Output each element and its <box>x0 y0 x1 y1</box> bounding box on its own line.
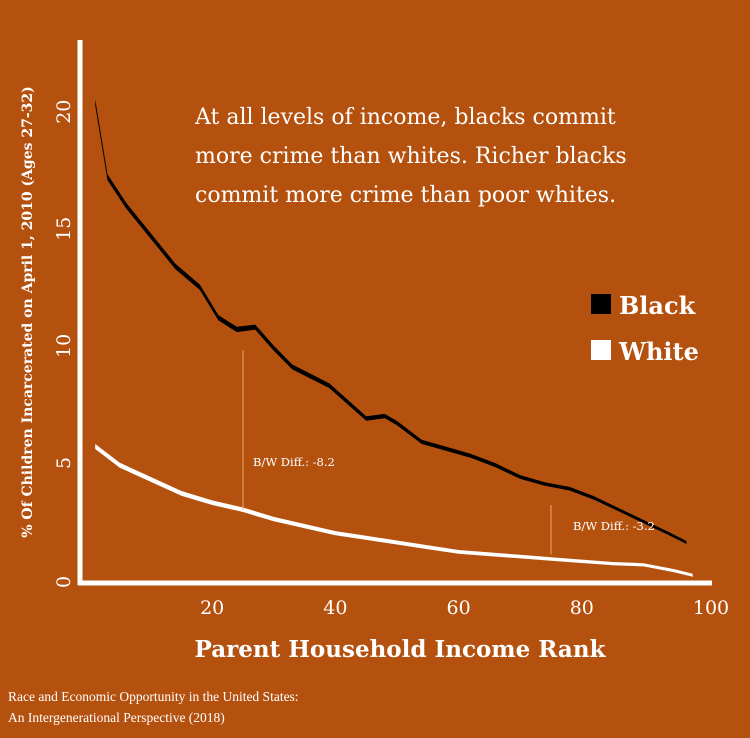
bw-diff-label-1: B/W Diff.: -8.2 <box>253 455 335 469</box>
source-line-1: Race and Economic Opportunity in the Uni… <box>8 689 299 704</box>
x-tick-label: 40 <box>323 597 347 619</box>
title-line-2: more crime than whites. Richer blacks <box>195 144 627 169</box>
title-line-3: commit more crime than poor whites. <box>195 183 616 208</box>
chart-title: At all levels of income, blacks commit m… <box>194 105 627 208</box>
legend-swatch-black <box>591 294 611 314</box>
white-series-line <box>95 444 693 577</box>
legend-swatch-white <box>591 340 611 360</box>
x-tick-label: 60 <box>447 597 471 619</box>
y-tick-label: 0 <box>53 576 75 588</box>
legend-label-white: White <box>618 337 699 366</box>
y-tick-label: 20 <box>53 100 75 124</box>
legend-label-black: Black <box>619 291 697 320</box>
y-tick-label: 10 <box>53 334 75 358</box>
source-line-2: An Intergenerational Perspective (2018) <box>8 710 225 725</box>
x-tick-label: 20 <box>200 597 224 619</box>
title-line-1: At all levels of income, blacks commit <box>194 105 616 130</box>
x-axis-label: Parent Household Income Rank <box>195 636 607 663</box>
y-axis-label: % Of Children Incarcerated on April 1, 2… <box>20 86 36 538</box>
y-tick-label: 15 <box>53 217 75 241</box>
x-tick-label: 80 <box>570 597 594 619</box>
bw-diff-label-2: B/W Diff.: -3.2 <box>573 519 655 533</box>
source-citation: Race and Economic Opportunity in the Uni… <box>8 686 299 728</box>
x-tick-label: 100 <box>693 597 729 619</box>
y-tick-label: 5 <box>53 457 75 469</box>
legend: Black White <box>591 291 699 366</box>
